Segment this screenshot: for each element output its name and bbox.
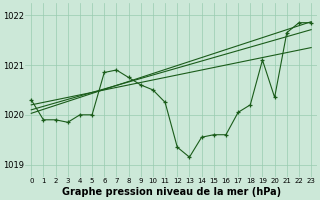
X-axis label: Graphe pression niveau de la mer (hPa): Graphe pression niveau de la mer (hPa) — [62, 187, 281, 197]
